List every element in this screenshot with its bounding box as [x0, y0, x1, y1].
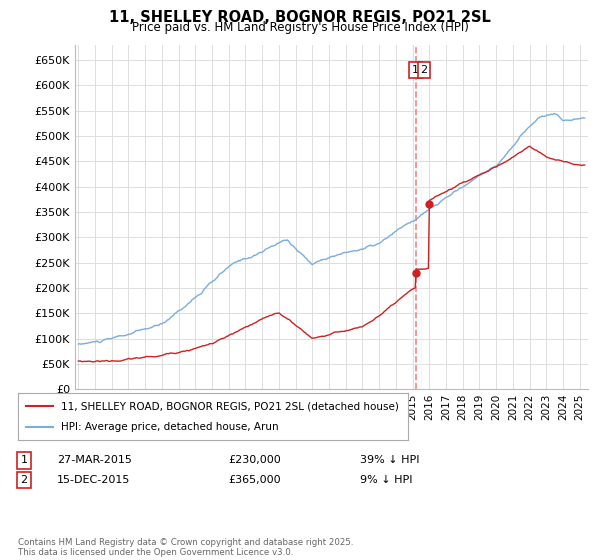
Text: HPI: Average price, detached house, Arun: HPI: Average price, detached house, Arun: [61, 422, 278, 432]
Bar: [412, 45, 421, 389]
Text: Contains HM Land Registry data © Crown copyright and database right 2025.
This d: Contains HM Land Registry data © Crown c…: [18, 538, 353, 557]
Text: 27-MAR-2015: 27-MAR-2015: [57, 455, 132, 465]
Text: 39% ↓ HPI: 39% ↓ HPI: [360, 455, 419, 465]
Text: 1: 1: [20, 455, 28, 465]
Text: 2: 2: [421, 65, 427, 75]
Text: 1: 1: [412, 65, 419, 75]
Text: 11, SHELLEY ROAD, BOGNOR REGIS, PO21 2SL: 11, SHELLEY ROAD, BOGNOR REGIS, PO21 2SL: [109, 10, 491, 25]
Text: 2: 2: [20, 475, 28, 485]
Text: 9% ↓ HPI: 9% ↓ HPI: [360, 475, 413, 485]
Text: £365,000: £365,000: [228, 475, 281, 485]
Text: 11, SHELLEY ROAD, BOGNOR REGIS, PO21 2SL (detached house): 11, SHELLEY ROAD, BOGNOR REGIS, PO21 2SL…: [61, 401, 399, 411]
Text: Price paid vs. HM Land Registry's House Price Index (HPI): Price paid vs. HM Land Registry's House …: [131, 21, 469, 34]
Text: £230,000: £230,000: [228, 455, 281, 465]
Text: 15-DEC-2015: 15-DEC-2015: [57, 475, 130, 485]
